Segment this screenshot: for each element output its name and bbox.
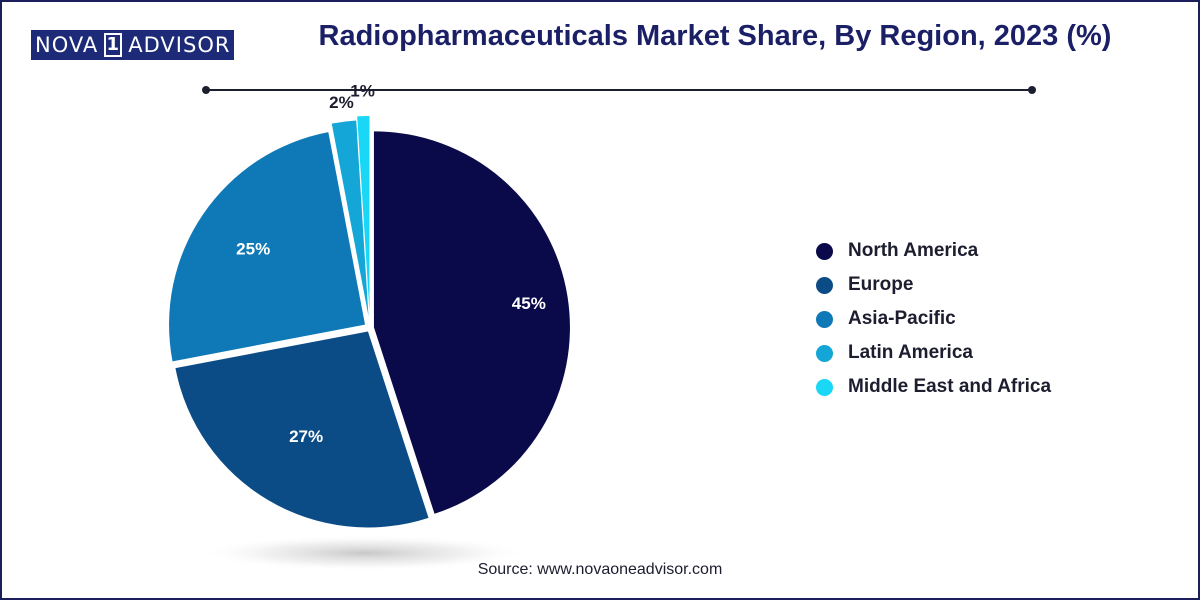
pie-slice-asia-pacific — [169, 132, 366, 362]
legend-item-asia-pacific: Asia-Pacific — [816, 302, 1051, 336]
legend-item-north-america: North America — [816, 234, 1051, 268]
legend-label: North America — [848, 240, 979, 261]
logo-text-left: NOVA — [35, 33, 99, 57]
legend-label: Latin America — [848, 342, 973, 363]
legend-swatch — [816, 276, 833, 294]
pie-slice-north-america — [373, 131, 570, 514]
legend-swatch — [816, 344, 833, 362]
brand-logo: NOVA 1 ADVISOR — [31, 30, 235, 60]
legend-label: Asia-Pacific — [848, 308, 956, 329]
pie-data-labels: 45% 27% 25% 2%1% — [236, 82, 546, 446]
data-label-europe: 27% — [289, 427, 323, 446]
legend-swatch — [816, 378, 833, 396]
chart-title: Radiopharmaceuticals Market Share, By Re… — [318, 20, 1112, 52]
pie-slice-europe — [175, 331, 429, 528]
legend-swatch — [816, 242, 833, 260]
pie-shadow — [200, 535, 530, 571]
legend-item-latin-america: Latin America — [816, 336, 1051, 370]
legend-label: Middle East and Africa — [848, 376, 1052, 397]
logo-mark: 1 — [104, 33, 123, 57]
legend-item-europe: Europe — [816, 268, 1051, 302]
divider-dot-right — [1028, 86, 1036, 94]
legend-swatch — [816, 310, 833, 328]
title-divider — [206, 89, 1032, 91]
pie-slices — [169, 116, 570, 528]
data-label-middle-east-africa: 1% — [350, 82, 375, 101]
data-label-asia-pacific: 25% — [236, 240, 270, 259]
legend-item-middle-east-africa: Middle East and Africa — [816, 370, 1051, 404]
data-label-north-america: 45% — [512, 294, 546, 313]
data-label-latin-america: 2% — [329, 93, 354, 112]
pie-slice-middle-east-africa — [357, 116, 370, 313]
logo-text-right: ADVISOR — [128, 33, 231, 57]
legend: North America Europe Asia-Pacific Latin … — [816, 234, 1051, 404]
divider-dot-left — [202, 86, 210, 94]
legend-label: Europe — [848, 274, 914, 295]
source-note: Source: www.novaoneadvisor.com — [477, 561, 723, 578]
pie-slice-latin-america — [331, 120, 369, 317]
